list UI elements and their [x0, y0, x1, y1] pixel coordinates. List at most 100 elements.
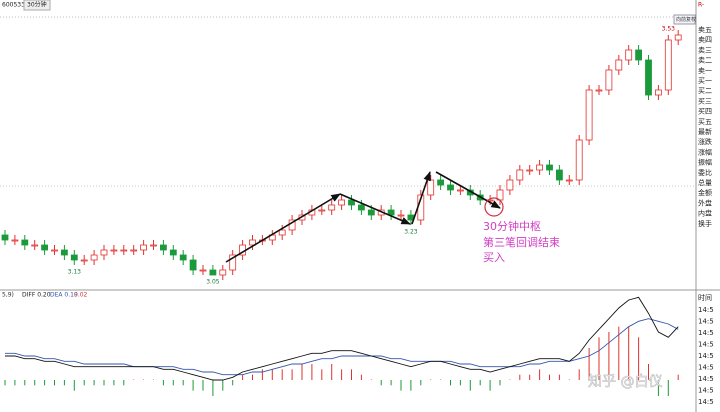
candle-body: [556, 169, 563, 181]
corner-label: R-: [698, 2, 704, 9]
candle-body: [1, 234, 9, 241]
candle-body: [130, 249, 138, 252]
candle-body: [536, 164, 543, 171]
quote-label: 总量: [698, 178, 712, 187]
dea-line: [5, 318, 679, 376]
watermark: 知乎 @白仪: [588, 373, 662, 390]
quote-label: 卖五: [698, 26, 712, 34]
arrow: [435, 171, 501, 209]
candle-body: [11, 239, 19, 242]
candle-body: [456, 189, 464, 192]
candle-body: [249, 239, 256, 246]
quote-label: 换手: [698, 219, 712, 228]
annotation: 买入: [483, 251, 505, 264]
quote-label: 振幅: [698, 158, 712, 167]
candle-body: [229, 254, 237, 271]
candle-body: [585, 89, 593, 141]
candle-body: [70, 254, 78, 261]
candle-body: [506, 179, 514, 191]
macd-panel: 5,9) DIFF 0.20 DEA 0.190.02: [2, 292, 679, 396]
quote-label: 卖四: [698, 36, 712, 44]
candle-body: [328, 204, 336, 211]
candle-body: [318, 209, 326, 212]
side-panel: 卖五卖四卖三卖二卖一买一买二买三买四买五最新涨跌涨幅振幅委比总量金额外盘内盘换手…: [698, 26, 714, 406]
time-header: 时间: [698, 293, 712, 302]
candle-body: [80, 259, 88, 262]
arrow: [339, 193, 411, 225]
quote-label: 买三: [698, 97, 712, 105]
time-entry: 14:5: [698, 352, 714, 360]
candle-body: [209, 269, 217, 276]
macd-legend: 5,9): [2, 292, 14, 299]
annotation: 第三笔回调结束: [483, 235, 560, 249]
candle-body: [664, 39, 672, 91]
candle-body: [635, 49, 642, 61]
candle-body: [645, 59, 652, 96]
quote-label: 卖二: [698, 57, 712, 65]
time-entry: 14:5: [698, 364, 714, 372]
candle-body: [427, 179, 435, 196]
candle-body: [140, 244, 148, 251]
candle-body: [348, 199, 355, 206]
time-entry: 14:5: [698, 398, 714, 406]
candle-body: [189, 259, 197, 271]
candle-body: [625, 49, 633, 61]
candle-body: [595, 89, 603, 92]
candle-body: [61, 249, 68, 256]
quote-label: 外盘: [698, 198, 712, 207]
candle-body: [516, 169, 524, 181]
candle-body: [110, 249, 118, 252]
candle-body: [605, 69, 613, 91]
candle-body: [100, 249, 108, 256]
price-label: 3.05: [206, 279, 220, 286]
candle-body: [41, 244, 48, 251]
candle-body: [219, 269, 227, 276]
stock-code: 600533: [2, 2, 25, 9]
time-entry: 14:5: [698, 329, 714, 337]
adjust-button[interactable]: [673, 14, 696, 25]
macd-legend: DIFF 0.20: [22, 292, 51, 299]
price-label: 3.13: [68, 269, 82, 276]
quote-label: 买二: [698, 87, 712, 95]
candle-body: [575, 139, 583, 181]
candle-body: [159, 244, 167, 251]
candle-body: [526, 169, 534, 172]
candle-body: [120, 249, 128, 252]
time-entry: 14:5: [698, 341, 714, 349]
quote-label: 买一: [698, 77, 712, 85]
trend-arrows: [225, 171, 501, 263]
candle-body: [338, 199, 346, 206]
price-label: 3.23: [404, 229, 418, 236]
diff-line: [5, 296, 679, 381]
candle-body: [278, 229, 286, 236]
quote-label: 最新: [698, 127, 712, 136]
quote-label: 内盘: [698, 209, 712, 218]
candle-body: [90, 254, 98, 261]
adjust-label[interactable]: 向前复权: [676, 16, 696, 23]
candle-body: [387, 209, 395, 216]
time-entry: 14:5: [698, 318, 714, 326]
highlight-circle: [484, 197, 504, 217]
macd-legend: 0.02: [74, 292, 88, 299]
quote-label: 买四: [698, 108, 712, 116]
candle-body: [615, 59, 623, 71]
quote-label: 卖一: [698, 67, 712, 75]
arrow: [225, 193, 341, 263]
candle-body: [565, 179, 573, 182]
time-entry: 14:5: [698, 375, 714, 383]
quote-label: 卖三: [698, 46, 712, 54]
time-entry: 14:5: [698, 387, 714, 395]
candle-body: [31, 244, 39, 247]
quote-label: 买五: [698, 118, 712, 126]
macd-legend: DEA 0.19: [50, 292, 78, 299]
candle-body: [546, 164, 553, 171]
price-label: 3.53: [662, 26, 676, 33]
period-label[interactable]: 30分钟: [27, 1, 47, 9]
candle-body: [169, 249, 177, 256]
candle-body: [21, 239, 29, 246]
candle-body: [674, 34, 682, 41]
candle-body: [357, 204, 365, 211]
period-tab[interactable]: [23, 0, 51, 11]
candle-body: [51, 249, 58, 252]
